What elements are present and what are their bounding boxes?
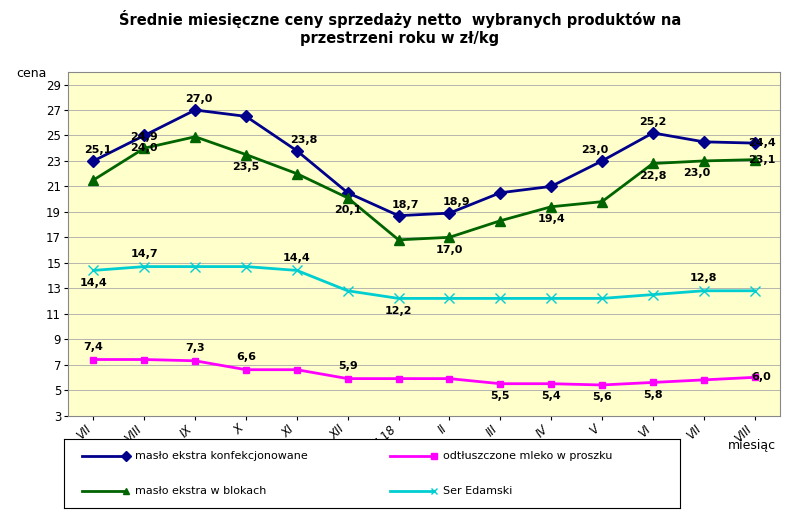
Text: 17,0: 17,0 — [436, 245, 463, 255]
Text: Ser Edamski: Ser Edamski — [443, 486, 512, 496]
Text: 23,5: 23,5 — [232, 162, 260, 172]
Text: 5,9: 5,9 — [338, 361, 358, 371]
Text: 12,2: 12,2 — [385, 306, 412, 316]
Text: 5,5: 5,5 — [490, 391, 510, 401]
Text: Średnie miesięczne ceny sprzedaży netto  wybranych produktów na
przestrzeni roku: Średnie miesięczne ceny sprzedaży netto … — [119, 10, 681, 46]
Text: 14,4: 14,4 — [283, 253, 310, 263]
Text: miesiąc: miesiąc — [728, 439, 776, 451]
Text: 5,4: 5,4 — [542, 391, 561, 401]
Text: 27,0: 27,0 — [186, 94, 213, 104]
Text: 18,7: 18,7 — [392, 200, 419, 209]
Text: 18,9: 18,9 — [442, 197, 470, 207]
Text: cena: cena — [16, 67, 46, 80]
Text: 19,4: 19,4 — [538, 214, 565, 224]
Text: 12,8: 12,8 — [690, 273, 718, 283]
Text: masło ekstra w blokach: masło ekstra w blokach — [135, 486, 266, 496]
Text: 23,0: 23,0 — [582, 145, 609, 155]
Text: 6,0: 6,0 — [752, 372, 771, 382]
Text: 24,4: 24,4 — [748, 138, 775, 148]
Text: 24,9: 24,9 — [130, 132, 158, 142]
Text: 5,6: 5,6 — [592, 392, 612, 403]
Text: odtłuszczone mleko w proszku: odtłuszczone mleko w proszku — [443, 451, 612, 461]
Text: 7,3: 7,3 — [186, 343, 205, 353]
Text: 25,1: 25,1 — [84, 145, 111, 155]
Text: 23,0: 23,0 — [683, 168, 710, 179]
Text: 23,8: 23,8 — [290, 134, 318, 145]
Text: 20,1: 20,1 — [334, 205, 362, 215]
Text: 22,8: 22,8 — [639, 171, 666, 181]
Text: 5,8: 5,8 — [643, 390, 662, 400]
Text: 25,2: 25,2 — [639, 117, 666, 127]
Text: 24,0: 24,0 — [130, 143, 158, 153]
Text: 14,4: 14,4 — [79, 278, 107, 288]
Text: 6,6: 6,6 — [236, 352, 256, 362]
Text: 23,1: 23,1 — [748, 154, 775, 165]
Text: masło ekstra konfekcjonowane: masło ekstra konfekcjonowane — [135, 451, 307, 461]
Text: 14,7: 14,7 — [130, 249, 158, 259]
Text: 7,4: 7,4 — [83, 342, 103, 352]
